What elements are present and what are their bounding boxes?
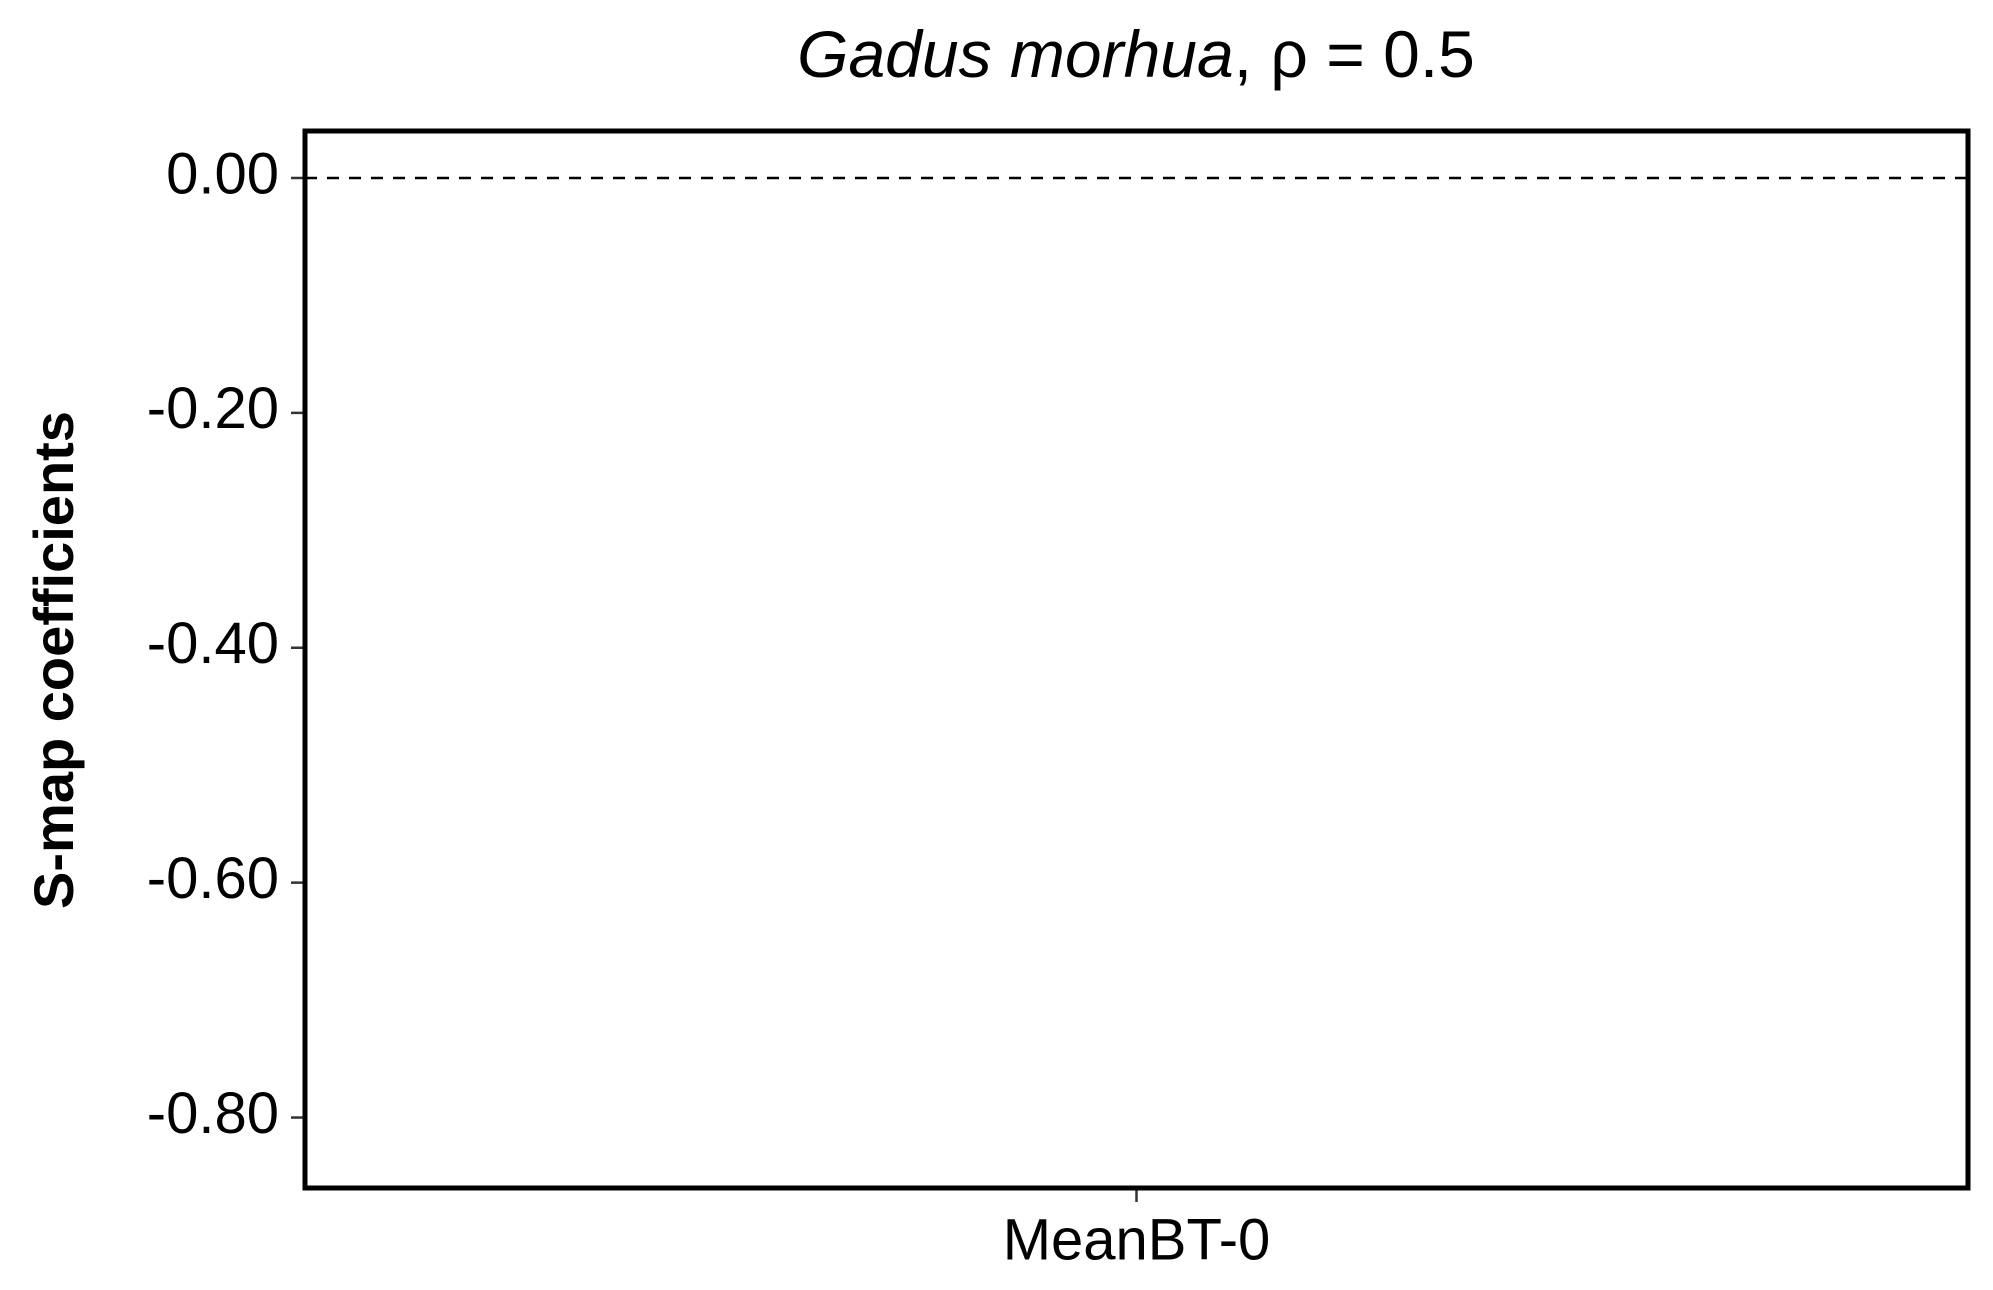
y-tick-label: -0.80 <box>147 1081 279 1146</box>
y-tick-label: -0.40 <box>147 611 279 676</box>
title-species: Gadus morhua <box>797 17 1234 91</box>
x-tick-label: MeanBT-0 <box>1003 1207 1271 1272</box>
title-rest: , ρ = 0.5 <box>1234 17 1475 91</box>
y-axis-label: S-map coefficients <box>22 411 85 909</box>
y-tick-label: 0.00 <box>166 141 279 206</box>
plot-border <box>302 128 1971 1191</box>
y-tick-label: -0.20 <box>147 376 279 441</box>
chart-title: Gadus morhua, ρ = 0.5 <box>797 17 1475 91</box>
y-tick-label: -0.60 <box>147 846 279 911</box>
